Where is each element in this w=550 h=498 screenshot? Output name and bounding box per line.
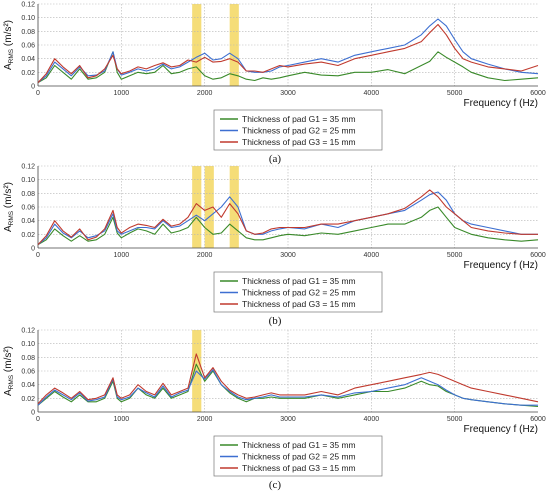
x-tick-label: 0 <box>36 252 40 259</box>
legend-entry-g3: Thickness of pad G3 = 15 mm <box>242 137 356 147</box>
y-tick-label: 0 <box>31 246 35 253</box>
y-axis-label: ARMS (m/s²) <box>3 346 15 396</box>
x-tick-label: 2000 <box>197 416 213 423</box>
panel-label: (b) <box>269 315 282 327</box>
y-tick-label: 0.02 <box>21 396 35 403</box>
x-tick-label: 0 <box>36 416 40 423</box>
series-line-g3 <box>37 189 538 245</box>
y-tick-label: 0 <box>31 84 35 91</box>
x-tick-label: 6000 <box>530 416 546 423</box>
legend-entry-g2: Thickness of pad G2 = 25 mm <box>242 288 356 298</box>
y-tick-label: 0.12 <box>21 2 35 9</box>
y-tick-label: 0.10 <box>21 341 35 348</box>
x-tick-label: 3000 <box>280 252 296 259</box>
y-tick-label: 0.08 <box>21 29 35 36</box>
y-tick-label: 0.12 <box>21 328 35 335</box>
highlight-band-1 <box>192 4 202 86</box>
x-tick-label: 5000 <box>447 252 463 259</box>
x-tick-label: 5000 <box>447 90 463 97</box>
x-tick-label: 1000 <box>114 90 130 97</box>
x-tick-label: 4000 <box>364 416 380 423</box>
y-tick-label: 0.10 <box>21 177 35 184</box>
legend-entry-g3: Thickness of pad G3 = 15 mm <box>242 299 356 309</box>
x-tick-label: 3000 <box>280 90 296 97</box>
panel-label: (a) <box>269 153 282 165</box>
x-tick-label: 4000 <box>364 252 380 259</box>
chart-panel-1: 0 0.02 0.04 0.06 0.08 0.10 0.12 0 1000 2000 3000 40… <box>3 2 546 166</box>
x-tick-label: 2000 <box>197 90 213 97</box>
x-axis-label: Frequency f (Hz) <box>464 424 538 435</box>
x-tick-label: 1000 <box>114 252 130 259</box>
x-tick-label: 5000 <box>447 416 463 423</box>
y-tick-label: 0.06 <box>21 205 35 212</box>
legend-box <box>213 109 383 151</box>
legend-entry-g2: Thickness of pad G2 = 25 mm <box>242 126 356 136</box>
highlight-band-1 <box>192 166 202 248</box>
y-tick-label: 0.06 <box>21 369 35 376</box>
series-line-g1 <box>37 363 539 408</box>
series-line-g3 <box>37 23 539 83</box>
x-axis-label: Frequency f (Hz) <box>464 260 538 271</box>
legend-entry-g3: Thickness of pad G3 = 15 mm <box>242 463 356 473</box>
y-tick-label: 0 <box>31 410 35 417</box>
y-tick-label: 0.04 <box>21 382 35 389</box>
legend-entry-g1: Thickness of pad G1 = 35 mm <box>242 276 356 286</box>
y-tick-label: 0.04 <box>21 56 35 63</box>
y-tick-label: 0.02 <box>21 70 35 77</box>
legend-box <box>213 271 383 313</box>
x-tick-label: 3000 <box>280 416 296 423</box>
y-tick-label: 0.06 <box>21 43 35 50</box>
y-axis-label: ARMS (m/s²) <box>3 20 15 70</box>
legend-entry-g2: Thickness of pad G2 = 25 mm <box>242 452 356 462</box>
series-line-g3 <box>37 353 539 405</box>
y-axis-label: ARMS (m/s²) <box>3 182 15 232</box>
x-tick-label: 0 <box>36 90 40 97</box>
x-tick-label: 4000 <box>364 90 380 97</box>
panel-label: (c) <box>269 479 282 491</box>
x-tick-label: 6000 <box>530 90 546 97</box>
x-tick-label: 1000 <box>114 416 130 423</box>
x-tick-label: 6000 <box>530 252 546 259</box>
legend-box <box>213 435 383 477</box>
x-tick-label: 2000 <box>197 252 213 259</box>
y-tick-label: 0.04 <box>21 218 35 225</box>
legend-entry-g1: Thickness of pad G1 = 35 mm <box>242 114 356 124</box>
y-tick-label: 0.10 <box>21 15 35 22</box>
y-tick-label: 0.12 <box>21 164 35 171</box>
series-line-g1 <box>37 206 539 246</box>
series-line-g2 <box>37 191 538 246</box>
y-tick-label: 0.02 <box>21 232 35 239</box>
chart-panel-3: 0 0.02 0.04 0.06 0.08 0.10 0.12 0 1000 2000 3000 40… <box>3 328 546 492</box>
y-tick-label: 0.08 <box>21 355 35 362</box>
y-tick-label: 0.08 <box>21 191 35 198</box>
series-line-g2 <box>37 369 538 406</box>
x-axis-label: Frequency f (Hz) <box>464 98 538 109</box>
chart-panel-2: 0 0.02 0.04 0.06 0.08 0.10 0.12 0 1000 2000 3000 40… <box>3 164 546 328</box>
series-line-g2 <box>37 18 539 84</box>
legend-entry-g1: Thickness of pad G1 = 35 mm <box>242 440 356 450</box>
